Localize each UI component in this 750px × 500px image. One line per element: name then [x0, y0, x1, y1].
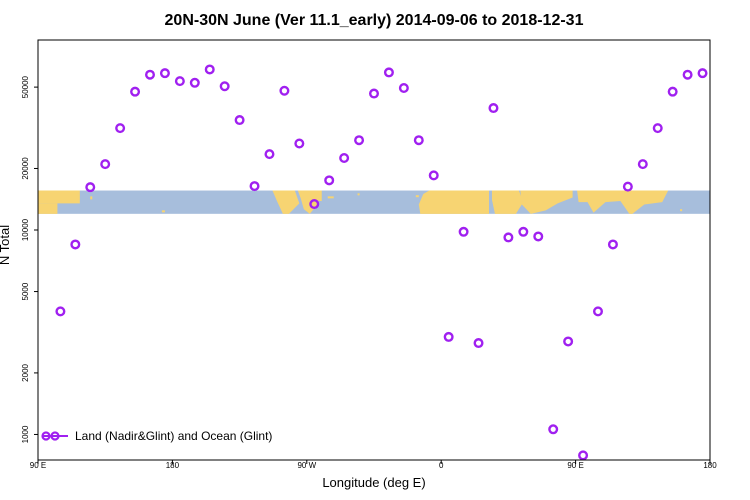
x-tick-label: 0 [439, 461, 444, 470]
data-point [279, 85, 290, 96]
data-point [70, 239, 81, 250]
y-axis: 1000 2000 5000 10000 20000 50000 [21, 75, 38, 443]
legend-marker [41, 431, 51, 441]
data-point [548, 424, 559, 435]
land-patch [46, 203, 58, 212]
chart-title: 20N-30N June (Ver 11.1_early) 2014-09-06… [165, 12, 584, 29]
data-point [563, 336, 574, 347]
data-point [697, 68, 708, 79]
data-point [503, 232, 514, 243]
data-points [55, 64, 708, 460]
data-point [578, 450, 589, 460]
map-band [38, 190, 710, 214]
data-point [264, 149, 275, 160]
data-point [324, 175, 335, 186]
land-patch [680, 209, 683, 212]
x-tick-label: 180 [703, 461, 717, 470]
data-point [294, 138, 305, 149]
data-point [652, 123, 663, 134]
data-point [593, 306, 604, 317]
y-axis-label: N Total [0, 225, 12, 265]
data-point [219, 81, 230, 92]
plot-frame [37, 39, 711, 461]
x-tick-label: 90 E [30, 461, 46, 470]
data-point [130, 86, 141, 97]
data-point [159, 68, 170, 79]
data-point [369, 88, 380, 99]
data-point [607, 239, 618, 250]
legend-marker [50, 431, 60, 441]
land-patch [520, 190, 573, 214]
data-point [622, 181, 633, 192]
legend: Land (Nadir&Glint) and Ocean (Glint) [41, 429, 272, 443]
data-point [383, 67, 394, 78]
data-point [85, 182, 96, 193]
y-tick-label: 1000 [21, 425, 30, 443]
data-point [637, 159, 648, 170]
x-tick-label: 90 W [297, 461, 316, 470]
data-point [488, 103, 499, 114]
y-tick-label: 5000 [21, 282, 30, 300]
land-patch [577, 190, 669, 214]
y-tick-label: 50000 [21, 75, 30, 98]
y-tick-label: 20000 [21, 157, 30, 180]
data-point [518, 226, 529, 237]
y-tick-label: 10000 [21, 218, 30, 241]
land-patch [161, 210, 165, 213]
data-point [428, 170, 439, 181]
land-patch [418, 190, 489, 214]
data-point [443, 331, 454, 342]
land-patch [38, 190, 80, 204]
data-point [204, 64, 215, 75]
land-patch [415, 195, 419, 198]
data-point [354, 135, 365, 146]
data-point [473, 338, 484, 349]
data-point [339, 153, 350, 164]
x-tick-label: 180 [166, 461, 180, 470]
data-point [249, 181, 260, 192]
data-point [682, 69, 693, 80]
data-point [100, 159, 111, 170]
data-point [234, 115, 245, 126]
land-patch [327, 196, 334, 199]
land-patch [272, 190, 300, 214]
data-point [189, 77, 200, 88]
data-point [115, 123, 126, 134]
land-patch [318, 190, 322, 202]
legend-label: Land (Nadir&Glint) and Ocean (Glint) [75, 429, 272, 443]
y-tick-label: 2000 [21, 363, 30, 381]
x-tick-label: 90 E [567, 461, 583, 470]
x-axis-label: Longitude (deg E) [322, 475, 425, 490]
land-patch [491, 190, 524, 214]
land-patch [90, 196, 93, 200]
x-axis: 90 E 180 90 W 0 90 E 180 [30, 460, 717, 470]
land-patch [357, 193, 360, 196]
data-point [667, 86, 678, 97]
data-point [55, 306, 66, 317]
data-point [458, 226, 469, 237]
data-point [144, 69, 155, 80]
data-point [398, 83, 409, 94]
data-point [174, 76, 185, 87]
data-point [309, 199, 320, 210]
data-point [533, 231, 544, 242]
data-point [413, 135, 424, 146]
